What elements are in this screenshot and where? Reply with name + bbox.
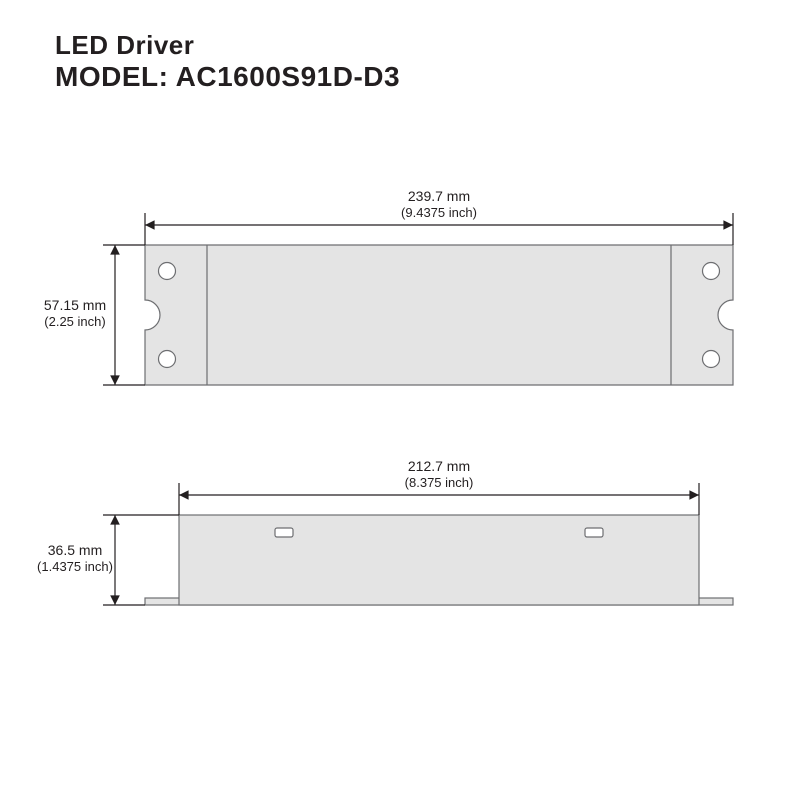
mount-hole-tr — [703, 263, 720, 280]
sidedim-w-in: (8.375 inch) — [405, 475, 474, 490]
top-body-fill — [145, 245, 733, 385]
mount-hole-bl — [159, 351, 176, 368]
topdim-w-mm: 239.7 mm — [408, 188, 470, 204]
sidedim-w-mm: 212.7 mm — [408, 458, 470, 474]
topdim-h-mm: 57.15 mm — [44, 297, 106, 313]
top-view: 239.7 mm (9.4375 inch) 57.15 mm (2.25 in… — [44, 186, 733, 385]
mount-hole-tl — [159, 263, 176, 280]
topdim-w-in: (9.4375 inch) — [401, 205, 477, 220]
topdim-h-in: (2.25 inch) — [44, 314, 105, 329]
side-body-fill — [179, 515, 699, 605]
sidedim-h-mm: 36.5 mm — [48, 542, 102, 558]
technical-drawing: 239.7 mm (9.4375 inch) 57.15 mm (2.25 in… — [0, 0, 800, 800]
side-view: 212.7 mm (8.375 inch) 36.5 mm (1.4375 in… — [37, 456, 733, 605]
side-slot-left — [275, 528, 293, 537]
side-slot-right — [585, 528, 603, 537]
mount-hole-br — [703, 351, 720, 368]
sidedim-h-in: (1.4375 inch) — [37, 559, 113, 574]
